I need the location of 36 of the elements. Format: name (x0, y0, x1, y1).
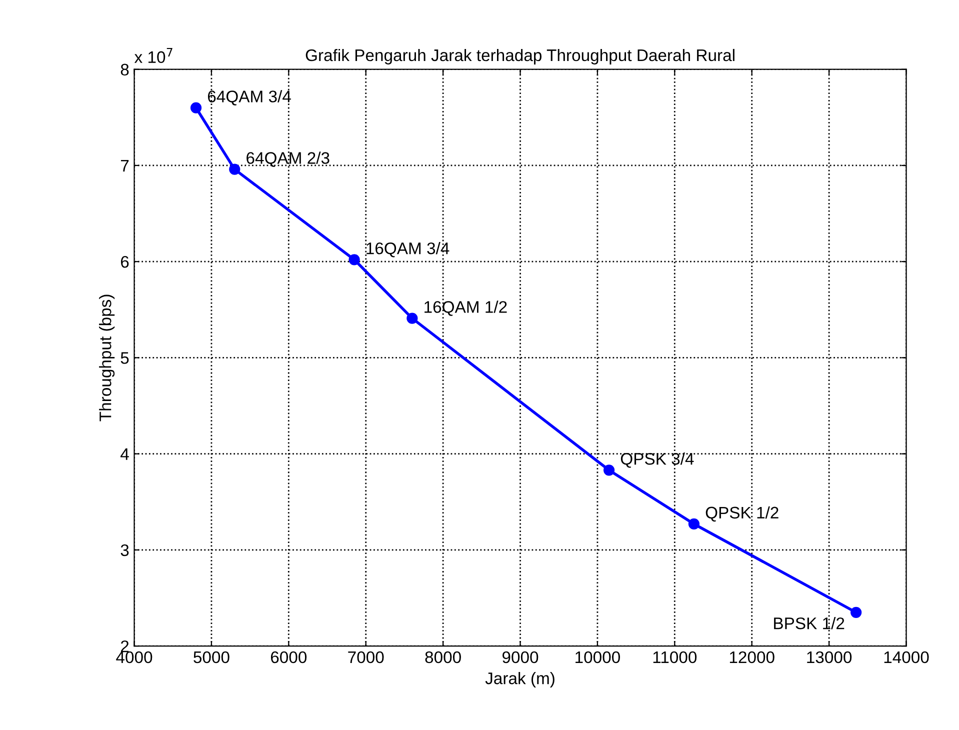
annotation: 64QAM 2/3 (246, 152, 330, 167)
annotation: QPSK 1/2 (706, 506, 778, 522)
x-tick-label: 12000 (730, 651, 774, 664)
x-tick-label: 7000 (348, 651, 384, 664)
point (348, 254, 360, 266)
y-tick-label: 8 (120, 64, 129, 76)
point (229, 164, 240, 175)
y-tick-label: 2 (120, 640, 129, 652)
x-tick-label: 9000 (502, 651, 538, 664)
annotation: QPSK 3/4 (620, 452, 694, 468)
point (190, 102, 202, 114)
x-axis-title: Jarak (m) (485, 672, 554, 688)
x-tick-label: 8000 (425, 651, 461, 664)
y-tick-label: 4 (120, 448, 129, 460)
x-tick-label: 13000 (807, 651, 852, 664)
point (688, 518, 700, 530)
x-tick-label: 14000 (884, 651, 929, 664)
annotation: BPSK 1/2 (774, 617, 844, 630)
y-tick-label: 5 (120, 352, 129, 364)
point (406, 312, 418, 324)
point (850, 606, 862, 618)
x-tick-label: 4000 (116, 651, 152, 664)
chart-title: Grafik Pengaruh Jarak terhadap Throughput Daerah Rural (306, 48, 734, 64)
x-tick-label: 6000 (270, 651, 307, 664)
y-tick-label: 6 (120, 256, 129, 268)
annotation: 16QAM 1/2 (424, 300, 507, 316)
x-tick-label: 10000 (576, 651, 620, 664)
x-tick-label: 11000 (653, 651, 697, 664)
point (603, 464, 615, 476)
annotation: 64QAM 3/4 (208, 90, 291, 106)
x-tick-label: 5000 (194, 651, 230, 664)
y-tick-label: 7 (120, 160, 129, 172)
annotation: 16QAM 3/4 (366, 242, 450, 258)
y-axis-title: Throughput (bps) (99, 294, 115, 422)
text: x 10$^{7}$ (134, 48, 172, 64)
y-tick-label: 3 (120, 544, 129, 556)
